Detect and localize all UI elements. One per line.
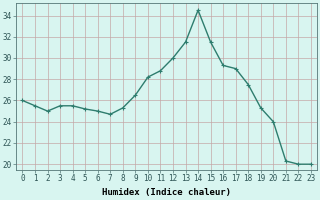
- X-axis label: Humidex (Indice chaleur): Humidex (Indice chaleur): [102, 188, 231, 197]
